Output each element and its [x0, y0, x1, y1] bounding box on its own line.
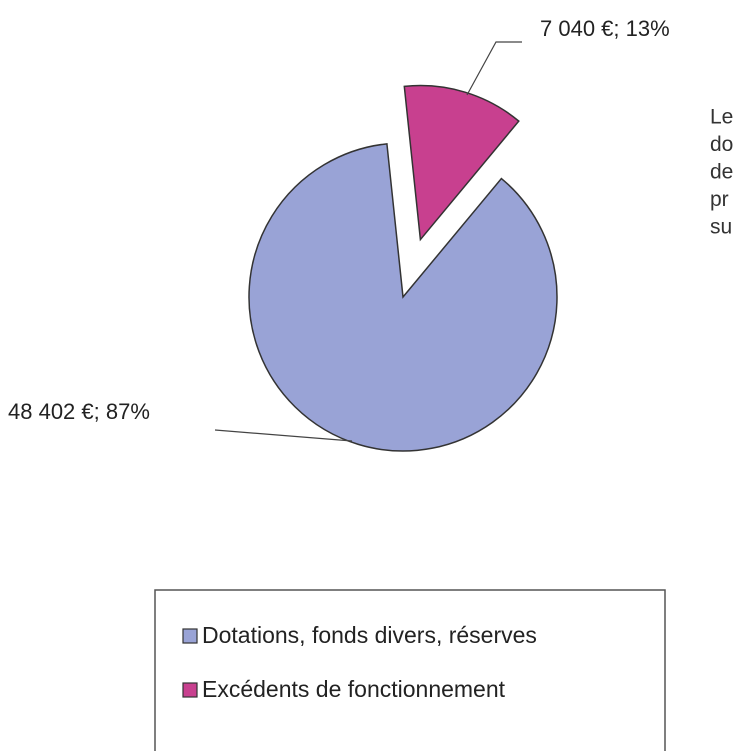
- leader-line: [214, 429, 353, 442]
- leader-line: [466, 41, 522, 96]
- legend-label: Excédents de fonctionnement: [202, 676, 506, 702]
- legend-box: [154, 589, 666, 751]
- side-text: Le do de pr su: [710, 106, 733, 239]
- legend-swatch: [182, 682, 198, 698]
- side-text-line: Le: [710, 106, 733, 129]
- side-text-line: de: [710, 161, 733, 184]
- legend: Dotations, fonds divers, réserves Excéden…: [182, 622, 537, 702]
- data-label: 7 040 €; 13%: [540, 16, 670, 41]
- side-text-line: su: [710, 216, 732, 239]
- side-text-line: pr: [710, 188, 729, 211]
- legend-label: Dotations, fonds divers, réserves: [202, 622, 537, 648]
- pie-slice: [248, 143, 558, 452]
- legend-swatch: [182, 628, 198, 644]
- side-text-line: do: [710, 133, 733, 156]
- pie-slice: [403, 84, 520, 242]
- data-label: 48 402 €; 87%: [8, 399, 150, 424]
- pie: 7 040 €; 13% 48 402 €; 87%: [8, 16, 670, 452]
